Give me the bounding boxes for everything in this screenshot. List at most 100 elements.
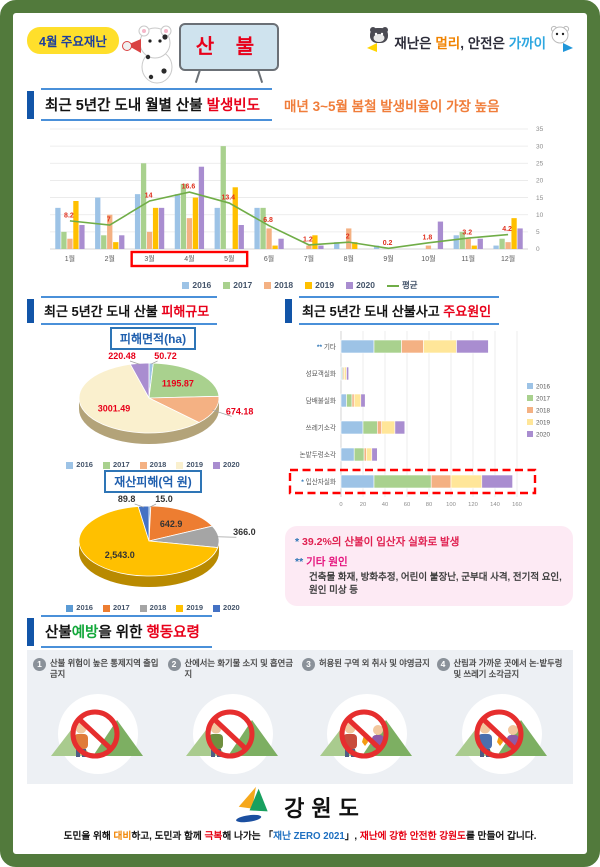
section-actions-title: 산불예방을 위한 행동요령	[41, 615, 212, 648]
svg-text:* 입산자실화: * 입산자실화	[301, 477, 336, 486]
section-damage-header: 최근 5년간 도내 산불 피해규모	[27, 296, 279, 325]
svg-text:60: 60	[404, 502, 410, 508]
tip-text: 산림과 가까운 곳에서 논·밭두렁 및 쓰레기 소각금지	[453, 658, 563, 679]
svg-text:674.18: 674.18	[226, 406, 254, 416]
svg-text:6월: 6월	[264, 254, 274, 263]
svg-text:120: 120	[468, 502, 478, 508]
svg-text:3001.49: 3001.49	[98, 403, 131, 413]
svg-text:20: 20	[360, 502, 366, 508]
svg-text:2: 2	[346, 234, 350, 241]
svg-text:** 기타: ** 기타	[317, 342, 336, 351]
svg-text:30: 30	[536, 143, 544, 150]
svg-text:12월: 12월	[501, 254, 515, 263]
svg-text:7: 7	[107, 217, 111, 224]
svg-text:25: 25	[536, 160, 544, 167]
tip-text: 허용된 구역 외 취사 및 야영금지	[319, 658, 430, 668]
tip-illustration-icon	[185, 694, 278, 774]
tip-text: 산에서는 화기물 소지 및 흡연금지	[184, 658, 293, 679]
svg-text:5: 5	[536, 229, 540, 236]
svg-text:100: 100	[446, 502, 456, 508]
damage-column: 최근 5년간 도내 산불 피해규모 피해면적(ha) 50.72 1195.87 6…	[27, 293, 279, 612]
section-accent-bar	[27, 617, 34, 646]
svg-text:40: 40	[382, 502, 388, 508]
tip-item-4: 4 산림과 가까운 곳에서 논·밭두렁 및 쓰레기 소각금지	[436, 658, 568, 778]
middle-columns: 최근 5년간 도내 산불 피해규모 피해면적(ha) 50.72 1195.87 6…	[27, 293, 573, 612]
svg-text:20: 20	[536, 178, 544, 185]
pie-property-title: 재산피해(억 원)	[104, 470, 202, 493]
svg-text:160: 160	[512, 502, 522, 508]
property-damage-pie-chart: 15.0 642.9 366.0 2,543.0 89.8 2016 2017 2018 201…	[27, 493, 279, 612]
tip-number: 4	[436, 658, 450, 671]
tip-text: 산불 위험이 높은 통제지역 출입금지	[50, 658, 159, 679]
svg-text:쓰레기소각: 쓰레기소각	[306, 423, 336, 432]
svg-text:0: 0	[339, 502, 342, 508]
svg-text:논밭두렁소각: 논밭두렁소각	[300, 450, 336, 459]
section-accent-bar	[27, 298, 34, 323]
section-causes-title: 최근 5년간 도내 산불사고 주요원인	[299, 296, 500, 325]
chart-legend: 2016 2017 2018 2019 2020 평균	[27, 279, 573, 291]
section-frequency-subtitle: 매년 3~5월 봄철 발생비율이 가장 높음	[283, 98, 500, 114]
svg-text:2016: 2016	[536, 384, 551, 391]
svg-text:2018: 2018	[536, 408, 551, 415]
svg-text:140: 140	[490, 502, 500, 508]
svg-text:10: 10	[536, 212, 544, 219]
slogan-text: 재난은 멀리, 안전은 가까이	[394, 35, 546, 51]
svg-text:1195.87: 1195.87	[162, 379, 194, 389]
svg-text:11월: 11월	[461, 254, 475, 263]
monthly-frequency-chart: 0 5 10 15 20 25 30 35 1월 2월 3월 4월 5월 6월 7월 8월 9월 10월 11월 12…	[27, 123, 573, 291]
section-accent-bar	[285, 298, 292, 323]
chart-legend: 2016 2017 2018 2019 2020	[27, 603, 279, 612]
svg-text:35: 35	[536, 126, 544, 133]
svg-text:5월: 5월	[224, 254, 234, 263]
svg-text:9월: 9월	[383, 254, 393, 263]
tip-number: 3	[302, 658, 315, 671]
svg-text:8월: 8월	[344, 254, 354, 263]
section-accent-bar	[27, 90, 34, 119]
svg-text:7월: 7월	[304, 254, 314, 263]
tip-item-1: 1 산불 위험이 높은 통제지역 출입금지	[33, 658, 164, 778]
svg-text:6.8: 6.8	[263, 217, 273, 224]
svg-text:2017: 2017	[536, 396, 551, 403]
header-slogan-row: 재난은 멀리, 안전은 가까이	[367, 25, 573, 58]
prevention-tips-panel: 1 산불 위험이 높은 통제지역 출입금지 2 산에서는 화기물 소지 및 흡연금지 3…	[27, 650, 573, 784]
fire-sign-board: 산 불	[178, 23, 279, 83]
svg-text:2019: 2019	[536, 420, 551, 427]
svg-text:80: 80	[426, 502, 432, 508]
svg-text:4.2: 4.2	[502, 226, 512, 233]
svg-text:13.4: 13.4	[221, 195, 235, 202]
svg-text:0.2: 0.2	[383, 240, 393, 247]
svg-text:1.2: 1.2	[303, 236, 313, 243]
note-other-causes-head: ** 기타 원인	[295, 556, 348, 568]
svg-text:89.8: 89.8	[118, 494, 136, 504]
section-causes-header: 최근 5년간 도내 산불사고 주요원인	[285, 296, 573, 325]
section-frequency-title: 최근 5년간 도내 월별 산불 발생빈도	[41, 88, 272, 121]
svg-text:3.2: 3.2	[462, 230, 472, 237]
tip-illustration-icon	[320, 694, 413, 774]
svg-text:2020: 2020	[536, 432, 551, 439]
svg-text:성묘객실화: 성묘객실화	[306, 369, 336, 378]
svg-text:담배불실화: 담배불실화	[306, 396, 336, 405]
svg-text:15.0: 15.0	[155, 494, 173, 504]
svg-text:1월: 1월	[65, 254, 75, 263]
fire-sign-text: 산 불	[178, 23, 279, 71]
pie-area-title: 피해면적(ha)	[109, 327, 197, 350]
footer: 강원도 도민을 위해 대비하고, 도민과 함께 극복해 나가는 「재난 ZERO…	[27, 786, 573, 842]
section-actions-header: 산불예방을 위한 행동요령	[27, 615, 573, 648]
board-leg	[194, 69, 202, 83]
svg-text:366.0: 366.0	[233, 527, 256, 537]
header: 4월 주요재난	[27, 17, 573, 85]
svg-text:2,543.0: 2,543.0	[105, 550, 135, 560]
svg-text:16.6: 16.6	[182, 184, 196, 191]
svg-text:4월: 4월	[184, 254, 194, 263]
bear-mascot-icon	[367, 25, 391, 58]
svg-text:2월: 2월	[105, 254, 115, 263]
damage-area-pie-chart: 50.72 1195.87 674.18 3001.49 220.48 2016 2017 2…	[27, 350, 279, 469]
board-leg	[256, 69, 264, 83]
chart-legend: 2016 2017 2018 2019 2020	[27, 460, 279, 469]
section-frequency-header: 최근 5년간 도내 월별 산불 발생빈도 매년 3~5월 봄철 발생비율이 가장…	[27, 88, 573, 121]
svg-text:10월: 10월	[421, 254, 435, 263]
svg-text:8.2: 8.2	[64, 212, 74, 219]
svg-text:15: 15	[536, 195, 544, 202]
footer-org-name: 강원도	[284, 796, 366, 821]
